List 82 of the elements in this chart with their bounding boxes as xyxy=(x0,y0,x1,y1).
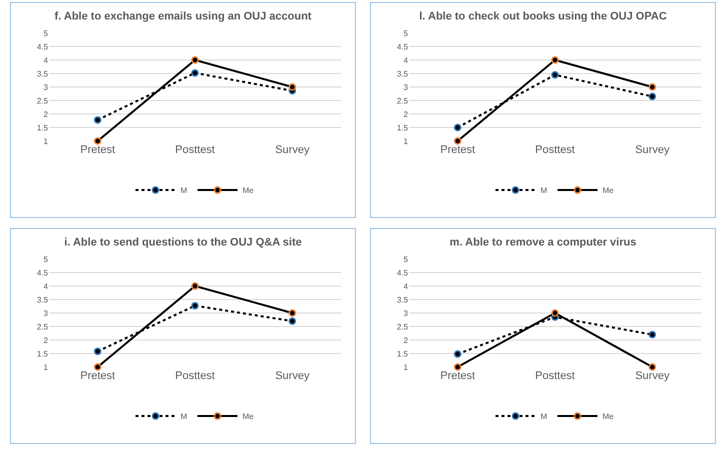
point xyxy=(288,83,296,91)
y-tick-label: 3.5 xyxy=(396,295,409,304)
y-tick-label: 1 xyxy=(44,362,49,372)
chart-title: m. Able to remove a computer virus xyxy=(450,236,636,248)
point xyxy=(551,71,559,79)
point xyxy=(648,92,656,100)
x-tick-label: Posttest xyxy=(535,370,575,382)
legend-label: M xyxy=(180,186,188,196)
y-tick-label: 4.5 xyxy=(396,42,409,52)
y-tick-label: 5 xyxy=(44,28,49,38)
y-tick-label: 1 xyxy=(44,136,49,146)
point xyxy=(288,317,296,325)
point xyxy=(191,282,199,290)
y-tick-label: 3.5 xyxy=(396,69,409,78)
x-tick-label: Pretest xyxy=(80,370,116,382)
point xyxy=(191,56,199,64)
legend-label: M xyxy=(540,186,548,196)
y-tick-label: 2.5 xyxy=(396,96,409,106)
y-tick-label: 1.5 xyxy=(36,349,49,358)
y-tick-label: 5 xyxy=(404,254,409,264)
y-tick-label: 2.5 xyxy=(396,322,409,332)
y-tick-label: 5 xyxy=(44,254,49,264)
point xyxy=(94,116,102,124)
y-tick-label: 2 xyxy=(44,110,49,119)
y-tick-label: 4 xyxy=(44,282,49,291)
y-tick-label: 3.5 xyxy=(36,69,49,78)
y-tick-label: 3 xyxy=(44,308,49,318)
y-tick-label: 3.5 xyxy=(36,295,49,304)
y-tick-label: 4.5 xyxy=(36,42,49,52)
point xyxy=(648,83,656,91)
y-tick-label: 5 xyxy=(404,28,409,38)
chart-title: f. Able to exchange emails using an OUJ account xyxy=(54,10,312,22)
y-tick-label: 1.5 xyxy=(36,123,49,132)
point xyxy=(454,363,462,371)
point xyxy=(648,363,656,371)
point xyxy=(454,137,462,145)
point xyxy=(454,350,462,358)
point xyxy=(551,56,559,64)
y-tick-label: 2 xyxy=(404,336,409,345)
x-tick-label: Survey xyxy=(635,370,670,382)
y-tick-label: 2 xyxy=(404,110,409,119)
point xyxy=(94,363,102,371)
point xyxy=(288,309,296,317)
chart-title: l. Able to check out books using the OUJ OPAC xyxy=(419,10,667,22)
legend-label: Me xyxy=(602,412,614,422)
point xyxy=(94,348,102,356)
legend-label: Me xyxy=(242,412,254,422)
y-tick-label: 4 xyxy=(44,56,49,65)
point xyxy=(191,69,199,77)
point xyxy=(94,137,102,145)
y-tick-label: 1.5 xyxy=(396,123,409,132)
x-tick-label: Pretest xyxy=(440,370,476,382)
x-tick-label: Posttest xyxy=(175,144,215,156)
x-tick-label: Posttest xyxy=(535,144,575,156)
point xyxy=(454,124,462,132)
x-tick-label: Posttest xyxy=(175,370,215,382)
x-tick-label: Pretest xyxy=(440,144,476,156)
x-tick-label: Pretest xyxy=(80,144,116,156)
y-tick-label: 3 xyxy=(44,82,49,92)
x-tick-label: Survey xyxy=(635,144,670,156)
y-tick-label: 1 xyxy=(404,136,409,146)
legend-label: M xyxy=(540,412,548,422)
y-tick-label: 4 xyxy=(404,56,409,65)
y-tick-label: 2 xyxy=(44,336,49,345)
y-tick-label: 2.5 xyxy=(36,96,49,106)
point xyxy=(648,330,656,338)
legend-label: Me xyxy=(602,186,614,196)
x-tick-label: Survey xyxy=(275,370,310,382)
y-tick-label: 4.5 xyxy=(396,268,409,278)
y-tick-label: 4 xyxy=(404,282,409,291)
y-tick-label: 2.5 xyxy=(36,322,49,332)
y-tick-label: 1 xyxy=(404,362,409,372)
legend-label: Me xyxy=(242,186,254,196)
y-tick-label: 3 xyxy=(404,82,409,92)
legend-label: M xyxy=(180,412,188,422)
y-tick-label: 4.5 xyxy=(36,268,49,278)
point xyxy=(551,309,559,317)
y-tick-label: 3 xyxy=(404,308,409,318)
x-tick-label: Survey xyxy=(275,144,310,156)
point xyxy=(191,302,199,310)
y-tick-label: 1.5 xyxy=(396,349,409,358)
chart-title: i. Able to send questions to the OUJ Q&A site xyxy=(64,236,302,248)
